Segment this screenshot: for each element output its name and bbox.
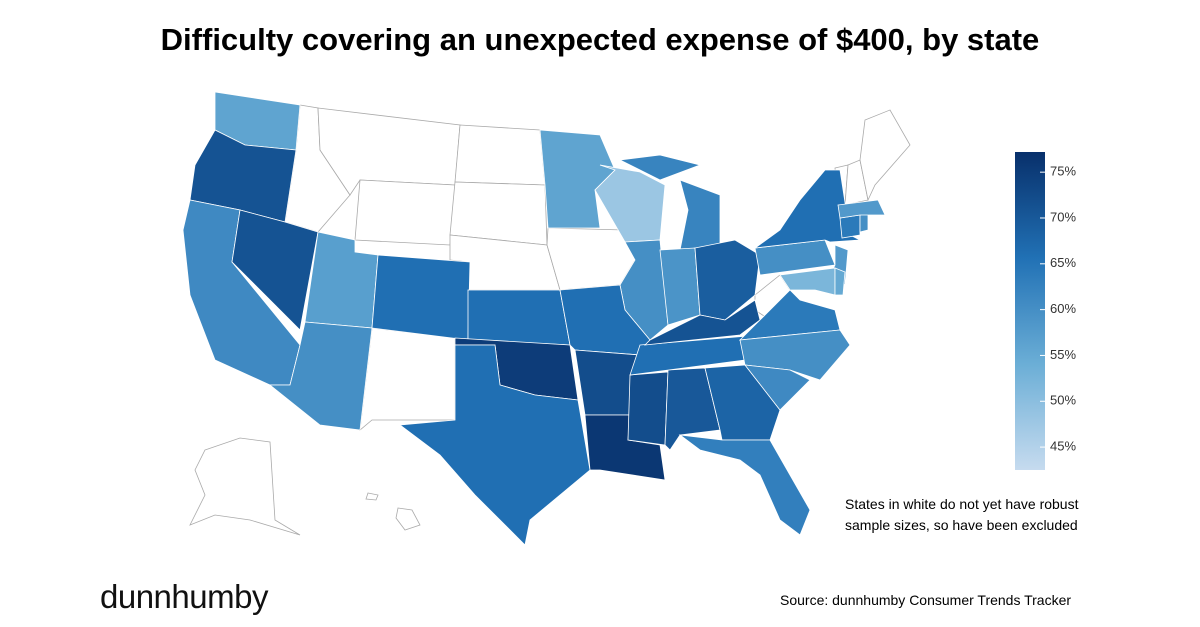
state <box>837 199 886 219</box>
legend-tick-label: 65% <box>1050 255 1076 270</box>
legend-tick-label: 55% <box>1050 347 1076 362</box>
state-excluded <box>454 124 546 186</box>
state <box>539 129 616 229</box>
brand-logo: dunnhumby <box>100 578 268 615</box>
legend-tick-label: 75% <box>1050 164 1076 179</box>
legend-tick-label: 50% <box>1050 393 1076 408</box>
legend-tick-label: 45% <box>1050 439 1076 454</box>
state <box>304 231 379 329</box>
state <box>231 209 319 331</box>
legend-tick-label: 60% <box>1050 301 1076 316</box>
state-excluded <box>359 327 456 431</box>
state <box>268 321 373 431</box>
legend-tick-label: 70% <box>1050 209 1076 224</box>
state <box>467 289 571 346</box>
color-bar <box>1015 152 1045 470</box>
state <box>371 254 471 341</box>
state-excluded <box>449 181 548 246</box>
states <box>182 91 886 546</box>
state <box>643 299 761 346</box>
state <box>627 371 669 446</box>
state-excluded <box>189 437 301 536</box>
state <box>779 267 836 296</box>
title: Difficulty covering an unexpected expens… <box>160 22 1040 57</box>
state <box>678 434 811 536</box>
state <box>834 267 846 296</box>
state-excluded <box>354 179 456 246</box>
state-excluded <box>546 227 636 291</box>
color-legend: 45% 50% 55% 60% 65% 70% 75% <box>1015 152 1076 470</box>
state <box>753 169 862 249</box>
state <box>839 214 861 239</box>
annotation: States in white do not yet have robust s… <box>845 496 1079 533</box>
state <box>859 212 869 233</box>
source: Source: dunnhumby Consumer Trends Tracke… <box>780 592 1072 608</box>
state-excluded <box>365 492 379 501</box>
state <box>744 364 811 411</box>
state-excluded <box>395 507 421 531</box>
state-excluded <box>859 109 911 202</box>
state <box>398 344 591 546</box>
